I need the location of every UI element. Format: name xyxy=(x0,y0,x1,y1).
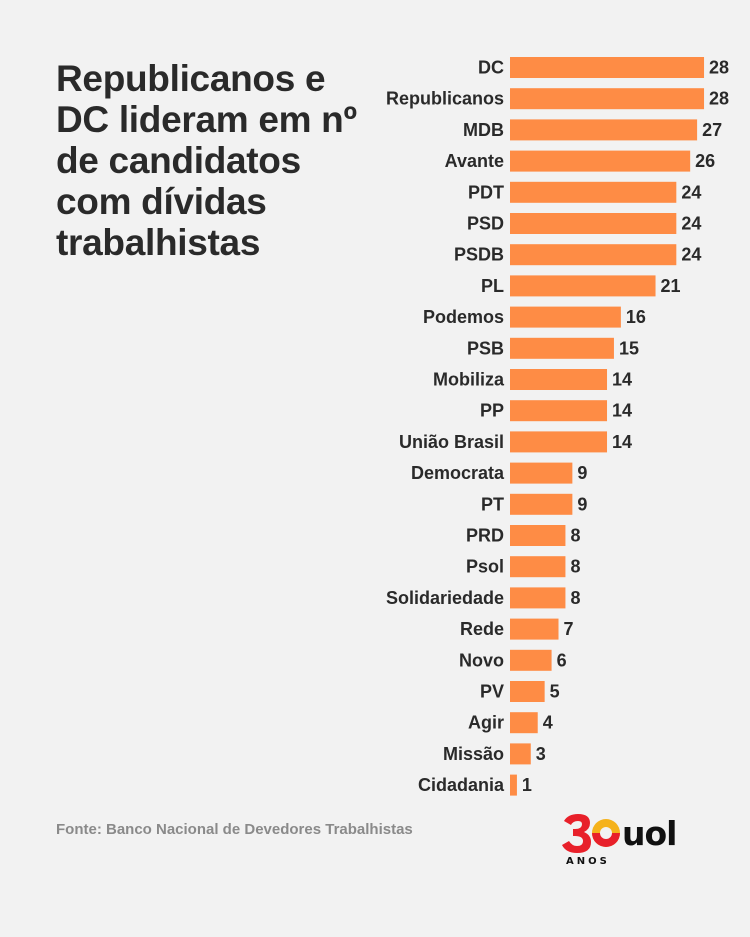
value-label: 24 xyxy=(681,245,701,265)
category-label: PSB xyxy=(467,338,504,358)
value-label: 14 xyxy=(612,432,632,452)
category-label: Agir xyxy=(468,713,504,733)
uol-30-anos-logo: uol ANOS xyxy=(560,812,700,872)
bar xyxy=(510,774,517,796)
value-label: 28 xyxy=(709,58,729,78)
value-label: 1 xyxy=(522,775,532,795)
value-label: 3 xyxy=(536,744,546,764)
category-label: PL xyxy=(481,276,504,296)
value-label: 5 xyxy=(550,682,560,702)
category-label: PSD xyxy=(467,214,504,234)
bar xyxy=(510,525,566,546)
value-label: 14 xyxy=(612,401,632,421)
category-label: Rede xyxy=(460,619,504,639)
bar xyxy=(510,743,531,765)
bar xyxy=(510,369,608,390)
category-label: Republicanos xyxy=(386,89,504,109)
bar-chart: DC 28 Republicanos 28 MDB 27 Avante 26 PDT 24 PSD 2… xyxy=(386,57,729,796)
category-label: PT xyxy=(481,494,504,514)
value-label: 21 xyxy=(661,276,681,296)
bar xyxy=(510,244,677,266)
bar xyxy=(510,681,545,702)
category-label: Avante xyxy=(445,151,504,171)
value-label: 8 xyxy=(570,526,580,546)
category-label: PSDB xyxy=(454,245,504,265)
value-label: 15 xyxy=(619,338,639,358)
category-label: Novo xyxy=(459,650,504,670)
value-label: 6 xyxy=(557,650,567,670)
bar xyxy=(510,431,608,453)
value-label: 9 xyxy=(577,494,587,514)
bar xyxy=(510,119,698,141)
bar xyxy=(510,587,566,609)
chart-title: Republicanos e DC lideram em nº de candi… xyxy=(56,58,357,263)
category-label: Podemos xyxy=(423,307,504,327)
value-label: 7 xyxy=(564,619,574,639)
bar xyxy=(510,712,538,734)
bar xyxy=(510,88,705,110)
category-label: Solidariedade xyxy=(386,588,504,608)
value-label: 26 xyxy=(695,151,715,171)
value-label: 27 xyxy=(702,120,722,140)
bar xyxy=(510,306,621,328)
category-label: MDB xyxy=(463,120,504,140)
bar xyxy=(510,337,614,359)
bar xyxy=(510,618,559,640)
bar xyxy=(510,181,677,203)
value-label: 14 xyxy=(612,370,632,390)
bar xyxy=(510,213,677,234)
thirty-logo-icon xyxy=(562,814,620,853)
category-label: PV xyxy=(480,682,504,702)
bar xyxy=(510,57,705,78)
uol-wordmark: uol xyxy=(622,814,677,853)
value-label: 28 xyxy=(709,89,729,109)
category-label: Mobiliza xyxy=(433,370,505,390)
category-label: Cidadania xyxy=(418,775,505,795)
source-note: Fonte: Banco Nacional de Devedores Traba… xyxy=(56,821,413,838)
bar xyxy=(510,150,691,172)
bar xyxy=(510,493,573,515)
category-label: PDT xyxy=(468,182,504,202)
value-label: 4 xyxy=(543,713,553,733)
category-label: PP xyxy=(480,401,504,421)
category-label: PRD xyxy=(466,526,504,546)
bar xyxy=(510,556,566,578)
value-label: 9 xyxy=(577,463,587,483)
bar xyxy=(510,400,608,422)
value-label: 24 xyxy=(681,214,701,234)
value-label: 24 xyxy=(681,182,701,202)
category-label: DC xyxy=(478,58,504,78)
category-label: Missão xyxy=(443,744,504,764)
anos-label: ANOS xyxy=(566,856,610,867)
category-label: Democrata xyxy=(411,463,505,483)
value-label: 8 xyxy=(570,588,580,608)
bar xyxy=(510,462,573,484)
value-label: 16 xyxy=(626,307,646,327)
category-label: União Brasil xyxy=(399,432,504,452)
category-label: Psol xyxy=(466,557,504,577)
bar xyxy=(510,649,552,671)
bar xyxy=(510,275,656,297)
value-label: 8 xyxy=(570,557,580,577)
